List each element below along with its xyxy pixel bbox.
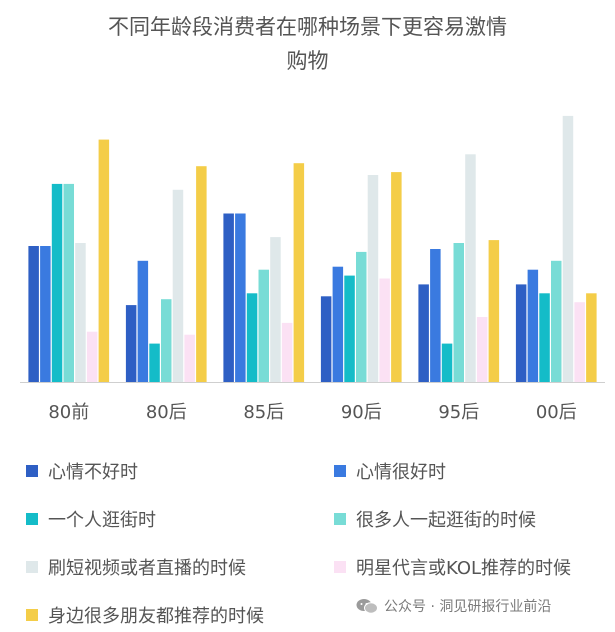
bar-3-2 (344, 275, 355, 382)
watermark: 公众号 · 洞见研报行业前沿 (356, 596, 551, 616)
bar-0-3 (63, 183, 74, 382)
watermark-text: 公众号 · 洞见研报行业前沿 (384, 599, 552, 615)
chart-title-line-1: 不同年龄段消费者在哪种场景下更容易激情 (108, 15, 507, 39)
bar-2-1 (235, 213, 246, 382)
bar-0-5 (86, 331, 98, 382)
bar-5-5 (574, 302, 585, 382)
bar-0-0 (28, 246, 39, 382)
chart-title-line-2: 购物 (286, 49, 329, 73)
wechat-icon (356, 599, 378, 614)
bar-3-5 (379, 278, 390, 382)
bar-4-6 (488, 240, 500, 382)
bar-5-3 (551, 260, 562, 382)
x-tick-label: 80前 (48, 402, 89, 423)
bar-3-0 (320, 296, 332, 382)
bar-3-4 (367, 175, 379, 382)
chart-title: 不同年龄段消费者在哪种场景下更容易激情 购物 (0, 10, 615, 78)
bar-1-3 (161, 299, 172, 382)
bar-4-1 (430, 249, 441, 382)
bar-5-6 (586, 293, 597, 382)
bar-4-5 (476, 317, 488, 382)
x-tick-label: 00后 (536, 402, 577, 423)
bar-3-3 (356, 251, 367, 382)
bar-0-2 (51, 183, 63, 382)
bar-5-4 (562, 115, 574, 383)
x-tick-label: 90后 (341, 402, 382, 423)
bar-4-4 (465, 154, 476, 382)
bar-5-2 (539, 293, 550, 382)
bar-0-1 (40, 246, 51, 382)
bar-4-3 (453, 243, 464, 382)
bar-1-6 (196, 166, 207, 382)
bar-4-0 (418, 284, 429, 382)
bar-1-4 (172, 189, 184, 382)
bar-0-6 (98, 139, 110, 382)
bar-2-0 (223, 213, 234, 382)
bar-4-2 (441, 343, 453, 382)
bar-5-1 (527, 269, 539, 382)
bar-0-4 (75, 243, 86, 382)
x-tick-label: 95后 (438, 402, 479, 423)
x-tick-label: 85后 (243, 402, 284, 423)
bar-2-3 (258, 269, 269, 382)
bar-1-0 (125, 305, 137, 382)
bar-3-6 (391, 172, 402, 382)
bar-2-2 (246, 293, 258, 382)
bar-3-1 (332, 266, 344, 382)
bar-1-5 (184, 334, 195, 382)
bar-2-6 (293, 163, 305, 382)
bar-2-4 (270, 237, 281, 382)
bar-1-2 (149, 343, 160, 382)
x-tick-label: 80后 (146, 402, 187, 423)
bar-1-1 (137, 260, 149, 382)
bar-2-5 (281, 322, 293, 382)
bar-5-0 (515, 284, 527, 382)
